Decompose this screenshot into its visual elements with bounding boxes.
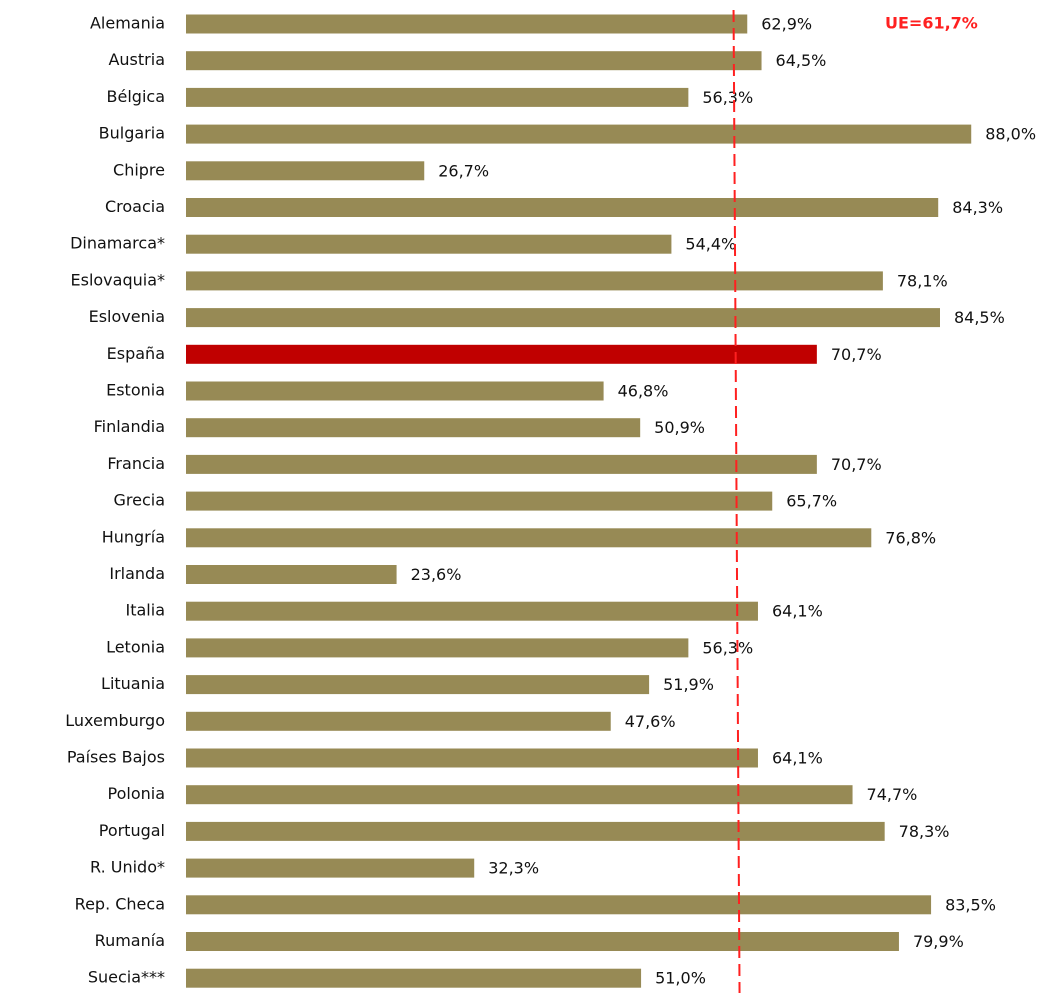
category-label: Eslovaquia* [71,270,166,289]
category-label: Francia [107,454,165,473]
value-label: 64,1% [772,602,823,621]
value-label: 74,7% [867,785,918,804]
value-label: 56,3% [702,638,753,657]
value-label: 78,1% [897,271,948,290]
value-label: 46,8% [618,382,669,401]
bar [186,565,397,584]
category-label: Eslovenia [89,307,165,326]
category-label: Letonia [106,637,165,656]
bar [186,87,689,107]
bar [186,454,817,474]
category-label: Países Bajos [67,748,165,767]
value-label: 76,8% [885,528,936,547]
category-label: Suecia*** [88,968,165,987]
value-label: 79,9% [913,932,964,951]
category-label: Lituania [101,674,165,693]
value-label: 65,7% [786,492,837,511]
value-label: 84,3% [952,198,1003,217]
category-label: Rumanía [95,931,165,950]
bar [186,528,872,548]
category-label: Dinamarca* [70,234,165,253]
category-label: Irlanda [109,564,165,583]
reference-label: UE=61,7% [885,14,978,33]
category-label: Grecia [113,491,165,510]
value-label: 56,3% [702,88,753,107]
bar [186,271,883,291]
bar [186,14,748,34]
category-label: Alemania [90,14,165,33]
category-label: Finlandia [94,417,165,436]
bar [186,638,689,658]
bar [186,198,939,217]
bar [186,491,773,511]
value-label: 64,5% [776,51,827,70]
bar [186,308,940,328]
bar [186,748,758,768]
bar [186,785,853,805]
bar [186,895,932,915]
value-label: 62,9% [761,15,812,34]
category-label: Chipre [113,160,165,179]
bar [186,161,425,181]
bar [186,124,972,144]
bar [186,821,885,841]
category-label: Rep. Checa [75,894,165,913]
value-label: 88,0% [985,125,1036,144]
bar [186,601,758,621]
category-label: Bulgaria [99,124,165,143]
value-label: 32,3% [488,859,539,878]
value-label: 50,9% [654,418,705,437]
value-label: 83,5% [945,895,996,914]
value-label: 47,6% [625,712,676,731]
value-label: 51,9% [663,675,714,694]
category-label: Bélgica [107,87,165,106]
category-label: Polonia [108,784,166,803]
bar [186,932,899,951]
bar [186,51,762,71]
value-label: 54,4% [685,235,736,254]
bar [186,711,611,731]
category-label: Portugal [99,821,165,840]
value-label: 78,3% [899,822,950,841]
category-label: Austria [108,50,165,69]
value-label: 51,0% [655,969,706,988]
category-label: Luxemburgo [65,711,165,730]
value-label: 70,7% [831,345,882,364]
value-label: 26,7% [438,161,489,180]
category-label: Italia [126,601,166,620]
category-label: R. Unido* [90,858,165,877]
category-label: Estonia [106,381,165,400]
category-label: Hungría [102,527,165,546]
bar [186,344,817,364]
category-label: Croacia [105,197,165,216]
bar [186,234,672,254]
bar [186,381,604,401]
value-label: 84,5% [954,308,1005,327]
reference-line [732,9,741,993]
value-label: 70,7% [831,455,882,474]
value-label: 23,6% [411,565,462,584]
value-label: 64,1% [772,749,823,768]
bar [186,968,642,988]
bar [186,418,641,438]
category-label: España [107,344,165,363]
bar [186,675,650,695]
bar [186,858,475,878]
